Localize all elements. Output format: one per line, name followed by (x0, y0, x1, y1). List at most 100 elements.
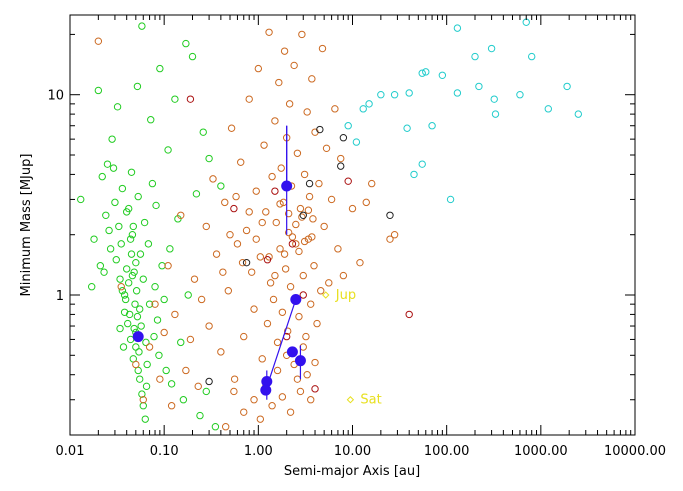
orange-data-point (307, 300, 315, 308)
annotation-label: Sat (360, 393, 381, 408)
green-data-point (103, 160, 112, 168)
green-data-point (192, 190, 201, 198)
orange-data-point (139, 396, 147, 404)
orange-data-point (252, 187, 260, 195)
y-tick-label: 10 (47, 89, 64, 104)
orange-data-point (194, 382, 202, 391)
orange-data-point (284, 209, 293, 218)
orange-data-point (156, 375, 164, 383)
green-data-point (126, 235, 135, 243)
orange-data-point (390, 231, 399, 239)
black-data-point (339, 134, 348, 142)
orange-data-point (94, 37, 103, 45)
green-data-point (137, 322, 145, 330)
orange-data-point (308, 75, 316, 83)
orange-data-point (260, 141, 268, 149)
green-data-point (136, 250, 145, 258)
orange-data-point (293, 149, 302, 157)
x-tick-label: 1000.00 (514, 444, 568, 459)
green-data-point (130, 324, 138, 333)
green-data-point (153, 316, 162, 324)
green-data-point (205, 154, 213, 163)
orange-data-point (254, 64, 263, 73)
orange-data-point (233, 240, 242, 248)
darkred-data-point (263, 256, 272, 264)
green-data-point (112, 256, 120, 264)
orange-data-point (276, 245, 284, 253)
orange-data-point (278, 393, 287, 401)
x-tick-labels: 0.01 0.10 1.00 10.00 100.00 1000.00 10000.00 (56, 444, 666, 459)
orange-data-point (258, 355, 266, 363)
green-data-point (217, 182, 225, 190)
green-data-point (127, 168, 136, 176)
orange-data-point (167, 402, 176, 410)
blue-highlight-point (290, 293, 302, 305)
orange-data-point (277, 164, 285, 172)
orange-data-point (362, 198, 370, 207)
x-tick-label: 10000.00 (604, 444, 666, 459)
orange-data-point (250, 305, 258, 313)
green-data-point (147, 116, 155, 124)
orange-data-point (327, 195, 336, 204)
y-tick-labels: 1 10 (47, 89, 64, 304)
green-data-point (179, 396, 188, 404)
orange-data-point (315, 179, 323, 188)
cyan-data-point (365, 100, 373, 108)
green-data-point (144, 240, 153, 248)
orange-data-point (224, 287, 233, 295)
green-data-point (128, 271, 137, 280)
connecting-line (265, 299, 297, 391)
orange-data-point (237, 158, 245, 166)
green-data-point (130, 268, 138, 276)
orange-data-point (272, 218, 280, 227)
blue-highlight-point (260, 384, 272, 396)
green-data-point (199, 128, 207, 136)
orange-data-point (205, 322, 213, 330)
green-data-point (90, 235, 98, 243)
green-data-point (155, 351, 163, 359)
green-data-point (136, 305, 144, 313)
green-data-point (156, 64, 164, 73)
green-data-point (117, 240, 125, 248)
cyan-data-point (390, 91, 399, 99)
black-data-point (337, 162, 345, 170)
orange-data-point (286, 283, 295, 291)
green-data-point (140, 218, 149, 227)
green-data-point (184, 291, 192, 299)
green-data-point (145, 300, 154, 308)
green-data-point (116, 275, 124, 283)
cyan-data-point (563, 82, 571, 91)
green-data-point (131, 300, 139, 308)
green-data-point (100, 268, 108, 276)
green-data-point (177, 338, 185, 347)
green-data-point (108, 135, 116, 143)
green-data-point (132, 287, 141, 295)
darkred-data-point (299, 291, 307, 299)
orange-data-point (177, 211, 185, 219)
green-data-point (134, 366, 142, 375)
annotation-label: Jup (335, 288, 356, 303)
black-data-point (242, 258, 251, 267)
blue-highlight-point (281, 180, 293, 192)
orange-data-point (304, 206, 313, 214)
orange-data-point (132, 360, 140, 369)
green-data-point (94, 86, 103, 95)
annotations: Jup Sat (322, 288, 382, 408)
orange-data-point (160, 328, 168, 337)
orange-data-point (298, 213, 306, 221)
cyan-data-point (491, 110, 500, 118)
orange-data-point (242, 226, 251, 235)
orange-data-point (217, 348, 225, 356)
cyan-data-point (490, 95, 498, 103)
orange-data-point (292, 240, 300, 248)
orange-data-point (230, 375, 239, 383)
green-data-point (124, 204, 133, 213)
green-data-point (133, 82, 142, 91)
darkred-data-point (271, 187, 279, 195)
green-data-point (128, 231, 137, 239)
cyan-data-point (344, 122, 352, 130)
orange-data-point (145, 343, 154, 351)
black-data-point (305, 179, 314, 188)
orange-data-point (275, 78, 283, 87)
orange-data-point (305, 192, 314, 201)
